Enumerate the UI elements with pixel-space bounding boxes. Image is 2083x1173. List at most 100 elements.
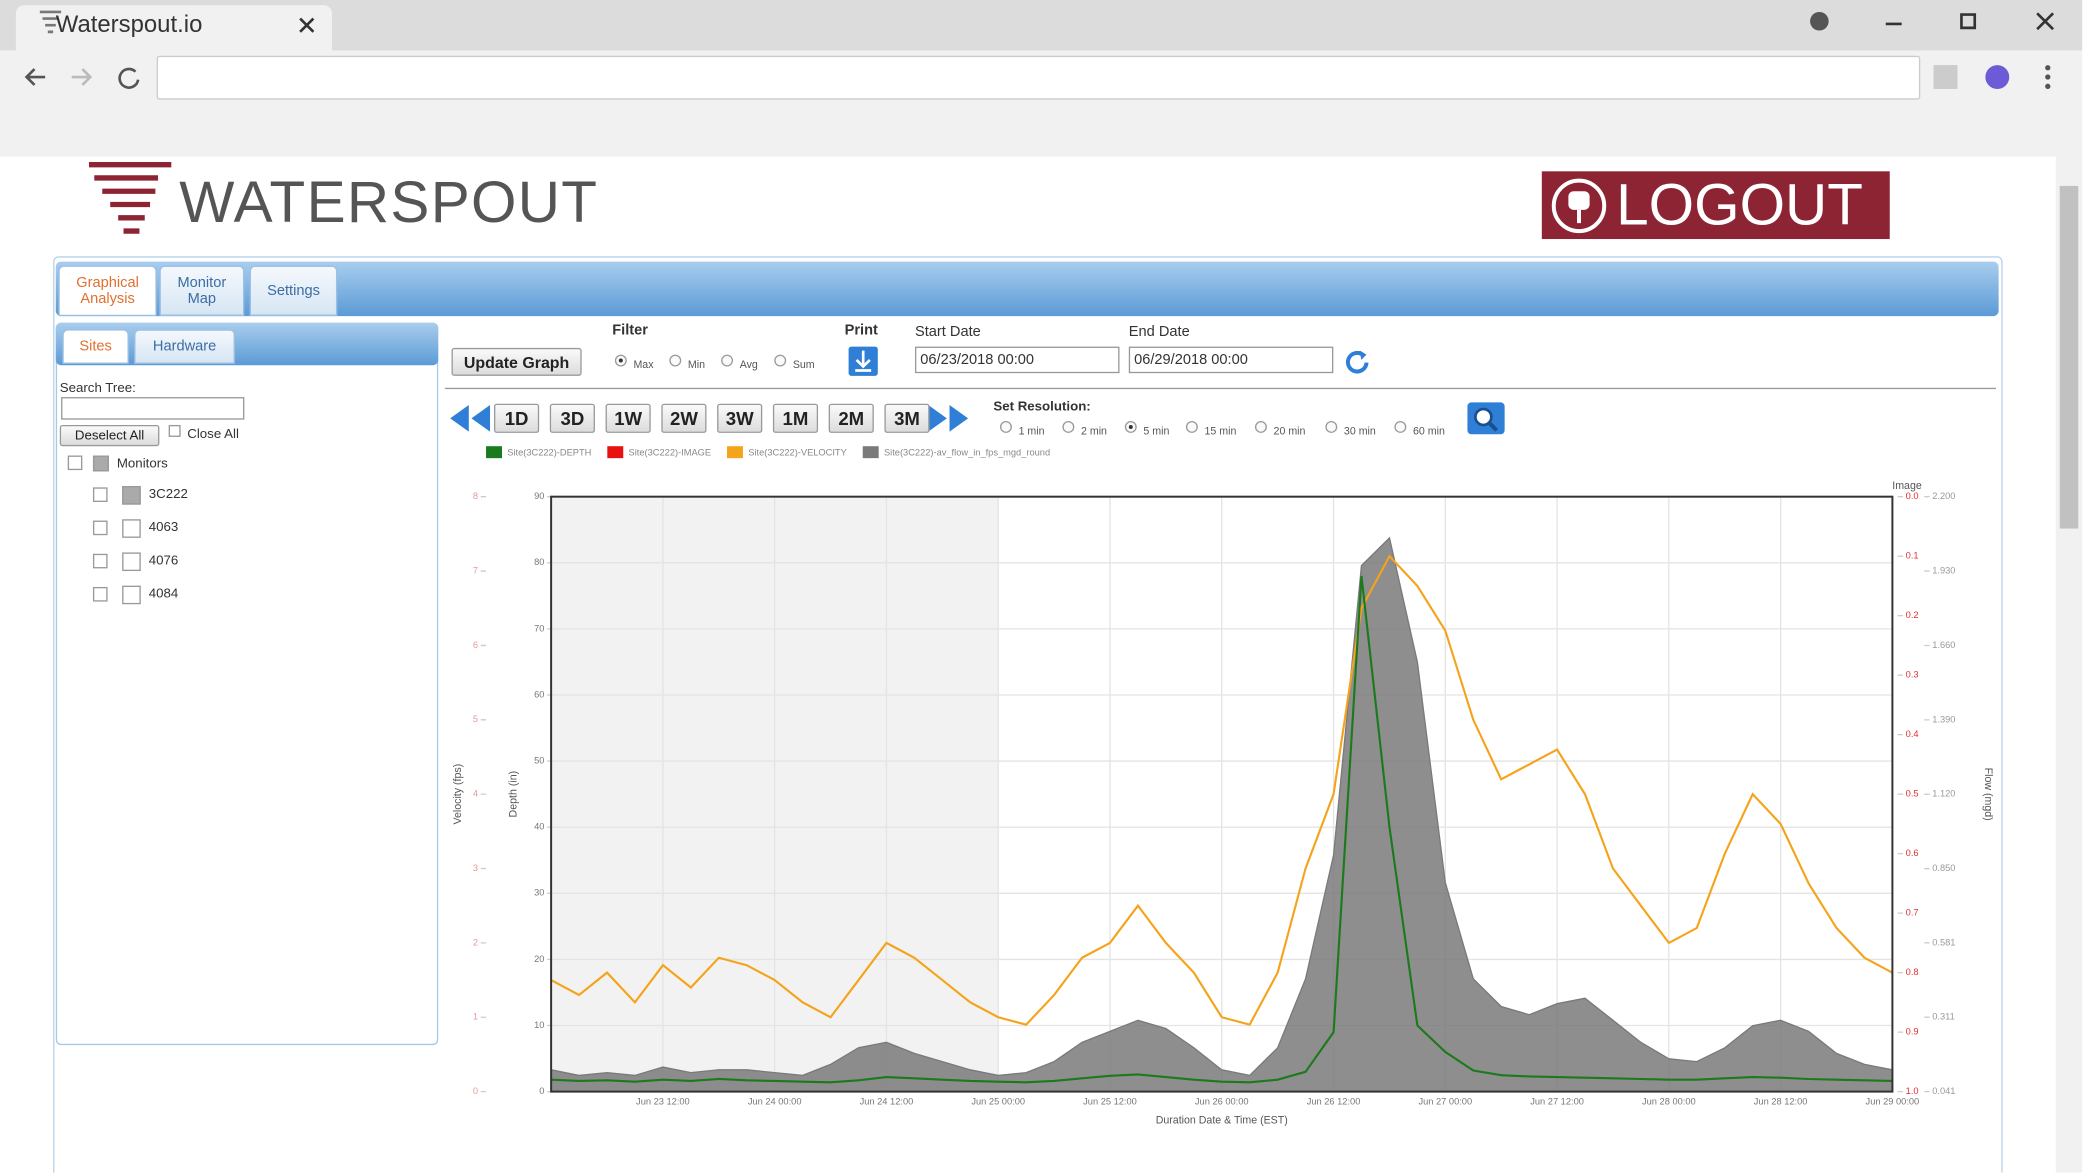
shape [1345,350,1369,374]
logout-button[interactable]: LOGOUT [1541,171,1890,240]
tree-expander[interactable] [67,455,83,471]
range-button[interactable]: 1D [494,403,540,433]
nav-buttons[interactable] [19,58,152,95]
range-button[interactable]: 3W [717,403,763,433]
main-panel [53,256,2003,1173]
range-button[interactable]: 1W [605,403,651,433]
refresh-button[interactable] [1341,347,1373,379]
shape [1551,178,1607,234]
y-tick-label: 3 [473,863,478,873]
tree-checkbox[interactable] [122,552,141,572]
x-tick-label: Jun 28 00:00 [1642,1097,1696,1107]
shape [1933,65,1958,89]
end-date-input[interactable]: 06/29/2018 00:00 [1128,346,1334,374]
extensions[interactable] [1931,61,2064,96]
resolution-radio[interactable] [1124,420,1137,433]
plot-border [550,495,1894,1093]
filter-radio[interactable] [614,354,627,367]
nav-tab[interactable]: Settings [249,265,338,317]
filter-radio[interactable] [721,354,734,367]
y-tick-label: 1.120 [1932,789,1955,799]
tree-checkbox[interactable] [122,486,141,505]
resolution-option-label: 1 min [1018,424,1045,437]
search-input[interactable] [61,397,245,420]
shape [24,68,46,86]
close-all-checkbox[interactable] [168,424,181,437]
filter-radio[interactable] [774,354,787,367]
y-tick-label: 60 [534,689,544,699]
range-button[interactable]: 2W [661,403,707,433]
nav-tab[interactable]: Monitor Map [159,265,245,317]
search-label: Search Tree: [59,381,136,396]
logo-icon [88,162,172,234]
y-tick-label: 4 [473,789,478,799]
print-label: Print [844,322,878,339]
y-tick-label: 50 [534,756,544,766]
shape [928,405,969,432]
close-all-label: Close All [187,427,239,443]
y-tick-label: 80 [534,557,544,567]
window-controls[interactable] [1806,8,2072,43]
browser-tab[interactable] [15,5,332,51]
y-tick-label: 0.3 [1906,670,1919,680]
nav-tab[interactable]: Graphical Analysis [58,265,157,317]
zoom-button[interactable] [1466,401,1506,436]
range-button[interactable]: 3D [549,403,595,433]
y-tick-label: 0.5 [1906,789,1919,799]
resolution-radio[interactable] [1185,420,1198,433]
y-axis-title: Flow (mgd) [1982,768,1994,821]
x-tick-label: Jun 27 12:00 [1530,1097,1584,1107]
scrollbar-thumb[interactable] [2059,185,2079,529]
start-date-input[interactable]: 06/23/2018 00:00 [914,346,1120,374]
sidebar-tab[interactable]: Sites [62,329,129,364]
y-tick-label: 6 [473,640,478,650]
y-axis-title: Image [1892,480,1922,492]
y-tick-label: 20 [534,954,544,964]
resolution-radio[interactable] [999,420,1012,433]
tree-node-label: 4076 [148,553,179,569]
shape [2045,65,2051,71]
filter-option-label: Avg [739,358,758,371]
x-tick-label: Jun 23 12:00 [636,1097,690,1107]
tree-expander[interactable] [92,553,108,569]
prev-button[interactable] [448,402,493,434]
tree-expander[interactable] [92,487,108,502]
range-button[interactable]: 2M [828,403,874,433]
resolution-option-label: 15 min [1204,424,1237,437]
update-graph-button[interactable]: Update Graph [451,347,582,376]
next-button[interactable] [926,402,971,434]
filter-radio[interactable] [669,354,682,367]
resolution-option-label: 20 min [1273,424,1306,437]
resolution-radio[interactable] [1325,420,1338,433]
resolution-radio[interactable] [1062,420,1075,433]
logout-icon [1551,178,1607,234]
address-bar[interactable] [156,55,1921,100]
print-button[interactable] [847,345,879,377]
y-tick-label: 40 [534,822,544,832]
range-button[interactable]: 3M [884,403,930,433]
favicon [39,10,62,34]
x-tick-label: Jun 29 00:00 [1866,1097,1920,1107]
y-tick-label: 0.0 [1906,491,1919,501]
y-tick-label: 0.850 [1932,863,1955,873]
deselect-all-button[interactable]: Deselect All [59,424,160,447]
tree-expander[interactable] [92,520,108,536]
resolution-radio[interactable] [1254,420,1267,433]
resolution-radio[interactable] [1394,420,1407,433]
range-button[interactable]: 1M [772,403,819,433]
sidebar-tab[interactable]: Hardware [134,329,236,364]
y-tick-label: 1.660 [1932,640,1955,650]
start-date-label: Start Date [914,324,981,340]
tree-expander[interactable] [92,586,108,602]
tree-checkbox[interactable] [122,519,141,538]
y-tick-label: 7 [473,565,478,575]
legend-swatch [486,446,502,459]
shape [1359,350,1367,360]
tree-node-label: 4063 [148,520,179,536]
tree-checkbox[interactable] [122,585,141,605]
tab-close[interactable] [297,16,316,35]
tree-checkbox[interactable] [92,455,109,472]
legend-label: Site(3C222)-av_flow_in_fps_mgd_round [884,447,1050,457]
y-tick-label: 0 [473,1086,478,1096]
